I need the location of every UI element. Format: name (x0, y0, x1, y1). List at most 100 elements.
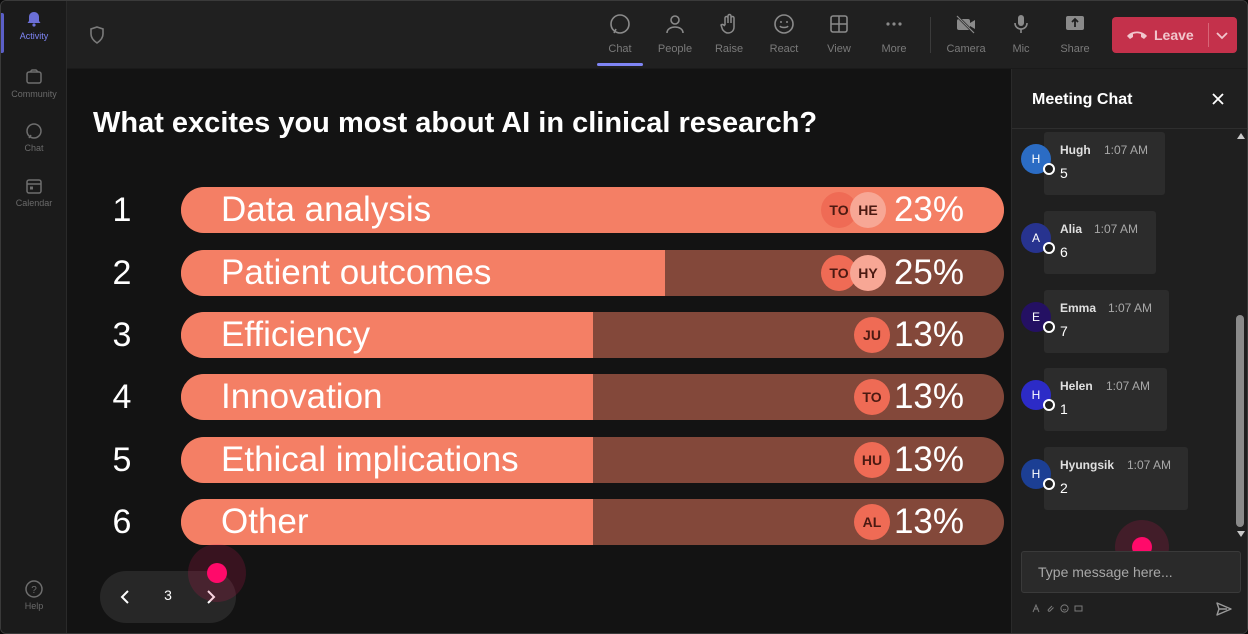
send-icon[interactable] (1215, 600, 1233, 618)
people-icon (662, 11, 688, 37)
help-icon: ? (24, 579, 44, 599)
option-rank: 3 (112, 316, 132, 354)
leave-button[interactable]: Leave (1112, 17, 1237, 53)
voter-avatar: TO (854, 379, 890, 415)
option-bar-fill (181, 312, 594, 358)
toolbar-divider (930, 17, 931, 53)
camera-button-label: Camera (946, 43, 986, 55)
chat-scrollbar[interactable] (1234, 131, 1246, 543)
message-timestamp: 1:07 AM (1104, 143, 1149, 157)
option-label: Innovation (221, 377, 383, 416)
gif-icon[interactable] (1074, 604, 1083, 613)
svg-text:?: ? (31, 585, 37, 596)
option-label: Ethical implications (221, 440, 519, 479)
poll-question: What excites you most about AI in clinic… (93, 107, 818, 139)
chevron-right-icon[interactable] (200, 587, 220, 607)
more-dots-icon (881, 11, 907, 37)
presence-status-icon (1043, 242, 1055, 254)
rail-item-label: Help (24, 601, 44, 611)
sender-name: Hyungsik (1060, 458, 1115, 472)
raise-button-label: Raise (714, 43, 744, 55)
hand-icon (716, 11, 742, 37)
poll-stage: What excites you most about AI in clinic… (67, 69, 1011, 633)
rail-item-chat[interactable]: Chat (1, 121, 67, 171)
poll-option-row: 3 Efficiency JU 13% (67, 312, 1011, 358)
option-rank: 1 (112, 191, 132, 229)
option-percent: 13% (893, 440, 964, 479)
react-button-label: React (769, 43, 799, 55)
rail-item-help[interactable]: ? Help (1, 579, 67, 629)
option-percent: 23% (893, 190, 964, 229)
option-label: Data analysis (221, 190, 432, 229)
pointer-dot (207, 563, 227, 583)
share-screen-icon (1062, 11, 1088, 37)
voter-avatar: JU (854, 317, 890, 353)
format-icon[interactable] (1032, 603, 1041, 613)
emoji-icon[interactable] (1060, 604, 1069, 613)
option-result-bar: Patient outcomes TO HY 25% (181, 250, 1004, 296)
sender-name: Hugh (1060, 143, 1091, 157)
scroll-up-icon[interactable] (1237, 133, 1245, 139)
message-text: 1 (1060, 401, 1068, 417)
option-result-bar: Data analysis TO HE 23% (181, 187, 1004, 233)
voter-avatar: HE (850, 192, 886, 228)
scroll-thumb[interactable] (1236, 315, 1244, 527)
poll-option-row: 1 Data analysis TO HE 23% (67, 187, 1011, 233)
app-rail: Activity Community Chat Calendar ? Help (1, 1, 67, 633)
react-button[interactable]: React (759, 11, 809, 63)
rail-item-label: Activity (19, 31, 49, 41)
option-percent: 13% (893, 502, 964, 541)
chat-button-label: Chat (608, 43, 632, 55)
mic-button-label: Mic (1012, 43, 1030, 55)
message-compose-box[interactable] (1021, 551, 1241, 593)
option-rank: 4 (112, 378, 132, 416)
attach-icon[interactable] (1046, 604, 1055, 613)
option-percent: 13% (893, 315, 964, 354)
shield-icon[interactable] (87, 25, 107, 45)
scroll-down-icon[interactable] (1237, 531, 1245, 537)
rail-item-calendar[interactable]: Calendar (1, 176, 67, 226)
close-icon[interactable] (1210, 91, 1226, 107)
people-button[interactable]: People (650, 11, 700, 63)
chat-button[interactable]: Chat (595, 11, 645, 66)
rail-item-activity[interactable]: Activity (1, 9, 67, 59)
more-button[interactable]: More (869, 11, 919, 63)
chat-icon (24, 121, 44, 141)
message-text: 2 (1060, 480, 1068, 496)
share-button[interactable]: Share (1050, 11, 1100, 63)
chevron-down-icon[interactable] (1214, 27, 1230, 43)
camera-button[interactable]: Camera (941, 11, 991, 63)
option-rank: 2 (112, 254, 132, 292)
voter-avatar: HY (850, 255, 886, 291)
poll-option-row: 5 Ethical implications HU 13% (67, 437, 1011, 483)
message-bubble: Alia 1:07 AM 6 (1044, 211, 1156, 274)
share-button-label: Share (1060, 43, 1090, 55)
microphone-icon (1008, 11, 1034, 37)
option-label: Patient outcomes (221, 253, 492, 292)
option-percent: 25% (893, 253, 964, 292)
message-input[interactable] (1022, 552, 1240, 592)
presence-status-icon (1043, 478, 1055, 490)
option-bar-fill (181, 250, 665, 296)
raise-hand-button[interactable]: Raise (704, 11, 754, 63)
poll-option-row: 6 Other AL 13% (67, 499, 1011, 545)
message-bubble: Helen 1:07 AM 1 (1044, 368, 1167, 431)
meeting-chat-panel: Meeting Chat Hugh 1:07 AM 5 H Alia 1:07 AM 6 A E… (1011, 69, 1247, 633)
mic-button[interactable]: Mic (996, 11, 1046, 63)
option-result-bar: Other AL 13% (181, 499, 1004, 545)
rail-item-community[interactable]: Community (1, 67, 67, 117)
view-button[interactable]: View (814, 11, 864, 63)
message-text: 7 (1060, 323, 1068, 339)
option-rank: 5 (112, 441, 132, 479)
leave-divider (1208, 23, 1209, 47)
option-label: Other (221, 502, 309, 541)
option-bar-fill (181, 374, 594, 420)
voter-avatar: HU (854, 442, 890, 478)
calendar-icon (24, 176, 44, 196)
leave-label: Leave (1154, 27, 1194, 43)
message-bubble: Hugh 1:07 AM 5 (1044, 132, 1165, 195)
view-button-label: View (827, 43, 851, 55)
meeting-toolbar: Chat People Raise React View (67, 1, 1247, 69)
chevron-left-icon[interactable] (116, 587, 136, 607)
